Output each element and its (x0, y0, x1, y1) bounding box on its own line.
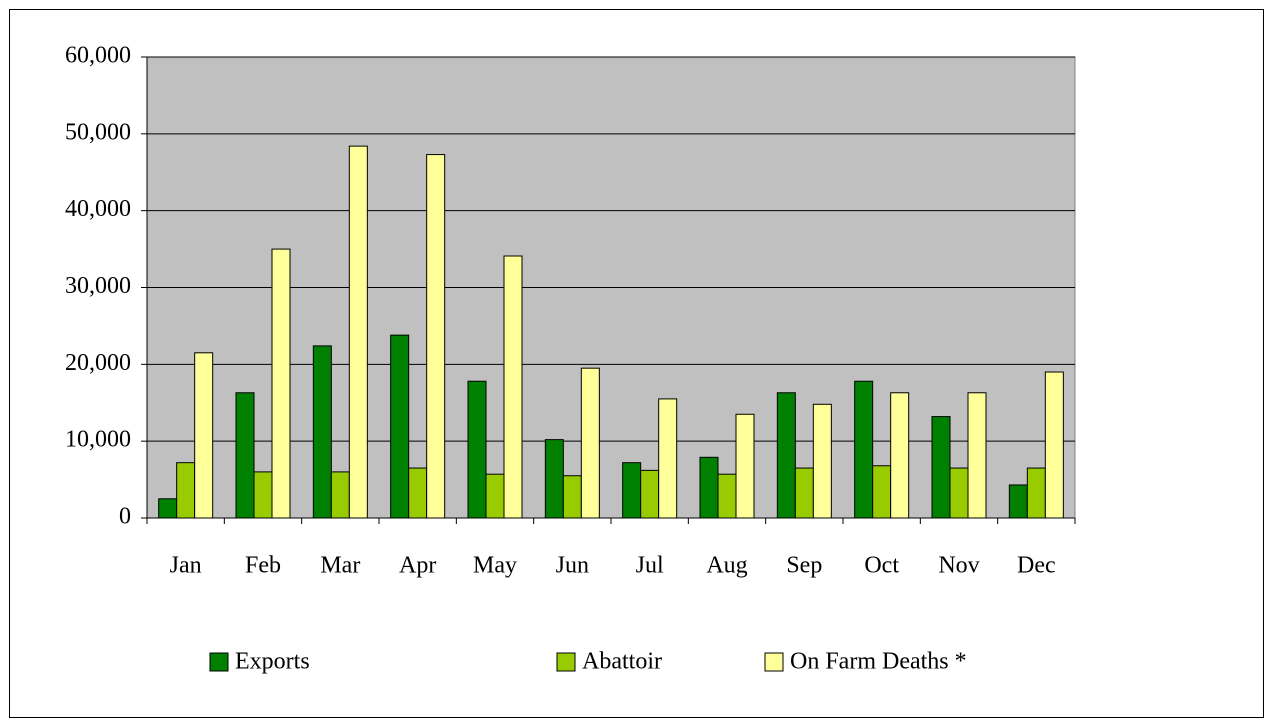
legend-label: Abattoir (582, 649, 662, 675)
bar (622, 462, 642, 519)
bar (931, 416, 951, 519)
x-tick-label: May (473, 553, 517, 579)
legend-swatch (209, 652, 229, 672)
bar (776, 392, 796, 519)
bar (735, 413, 755, 519)
y-tick-label: 50,000 (65, 119, 131, 145)
bar (949, 467, 969, 519)
bar (658, 398, 678, 519)
bar (717, 473, 737, 519)
bar (1044, 371, 1064, 519)
x-tick-label: Feb (245, 553, 281, 579)
bar (235, 392, 255, 519)
bar (580, 367, 600, 519)
bar (194, 352, 214, 519)
bar (253, 471, 273, 519)
x-tick-label: Apr (399, 553, 436, 579)
legend-swatch (764, 652, 784, 672)
legend-label: On Farm Deaths * (790, 649, 967, 675)
bar (426, 154, 446, 519)
x-tick-label: Mar (320, 553, 360, 579)
bar (271, 248, 291, 519)
bar (158, 498, 178, 519)
bar (1026, 467, 1046, 519)
bar (640, 469, 660, 519)
bar (312, 345, 332, 519)
y-tick-label: 10,000 (65, 427, 131, 453)
bar (812, 403, 832, 519)
y-tick-label: 40,000 (65, 196, 131, 222)
legend-label: Exports (235, 649, 310, 675)
bar (794, 467, 814, 519)
bar (562, 475, 582, 519)
y-tick-label: 20,000 (65, 350, 131, 376)
bar (408, 467, 428, 519)
bar (176, 462, 196, 519)
x-tick-label: Jun (556, 553, 589, 579)
bar (854, 380, 874, 519)
bar (890, 392, 910, 519)
bar (485, 473, 505, 519)
x-tick-label: Jul (636, 553, 664, 579)
y-tick-label: 60,000 (65, 43, 131, 69)
bar (1008, 484, 1028, 519)
legend-swatch (556, 652, 576, 672)
bar (967, 392, 987, 519)
x-tick-label: Aug (706, 553, 747, 579)
x-tick-label: Nov (938, 553, 979, 579)
bar (330, 471, 350, 519)
x-tick-label: Oct (864, 553, 899, 579)
bar (390, 334, 410, 519)
bar (503, 255, 523, 519)
x-tick-label: Sep (786, 553, 822, 579)
y-tick-label: 0 (119, 504, 131, 530)
bar (467, 380, 487, 519)
bar (544, 439, 564, 519)
bar (872, 465, 892, 519)
x-tick-label: Jan (170, 553, 202, 579)
x-tick-label: Dec (1017, 553, 1056, 579)
bar (348, 145, 368, 519)
bar (699, 456, 719, 519)
y-tick-label: 30,000 (65, 273, 131, 299)
